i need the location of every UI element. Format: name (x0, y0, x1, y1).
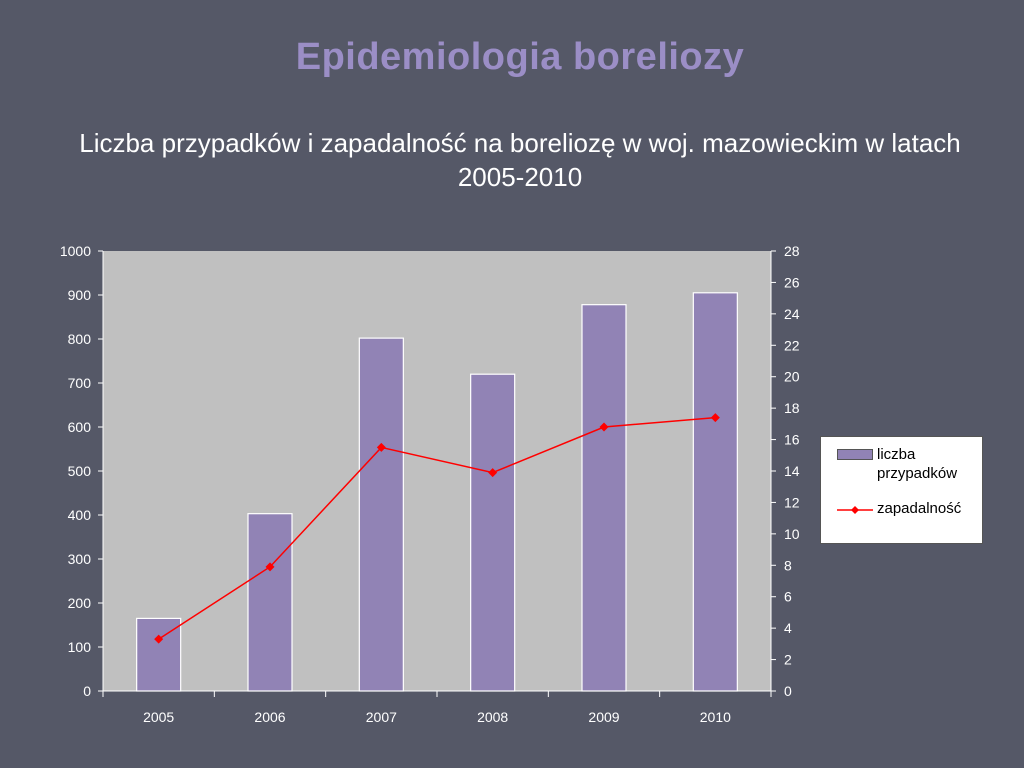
x-tick-label: 2007 (366, 709, 397, 725)
right-tick-label: 0 (784, 683, 792, 699)
right-tick-label: 18 (784, 400, 800, 416)
x-tick-label: 2006 (254, 709, 285, 725)
right-tick-label: 16 (784, 432, 800, 448)
legend-label-cases: liczba przypadków (877, 446, 958, 482)
bar-cases (358, 337, 404, 692)
x-tick-label: 2009 (588, 709, 619, 725)
slide-title: Epidemiologia boreliozy (295, 36, 745, 78)
incidence-point (154, 634, 164, 644)
right-tick-label: 8 (784, 557, 792, 573)
x-tick-label: 2010 (700, 709, 731, 725)
incidence-point (265, 562, 275, 572)
incidence-point (488, 468, 498, 478)
right-tick-label: 22 (784, 337, 800, 353)
left-tick-label: 800 (68, 331, 92, 347)
legend-line-swatch (837, 506, 873, 514)
right-tick-label: 28 (784, 243, 800, 259)
right-tick-label: 6 (784, 589, 792, 605)
bar-cases (692, 292, 738, 692)
bar-cases (581, 304, 627, 692)
left-tick-label: 700 (68, 375, 92, 391)
left-tick-label: 500 (68, 463, 92, 479)
left-tick-label: 900 (68, 287, 92, 303)
incidence-point (599, 422, 609, 432)
right-tick-label: 24 (784, 306, 800, 322)
right-tick-label: 4 (784, 620, 792, 636)
bar-cases (247, 513, 293, 692)
incidence-point (710, 413, 720, 423)
left-tick-label: 400 (68, 507, 92, 523)
right-tick-label: 12 (784, 494, 800, 510)
incidence-line (158, 416, 716, 640)
right-tick-label: 2 (784, 652, 792, 668)
left-tick-label: 300 (68, 551, 92, 567)
right-tick-label: 20 (784, 369, 800, 385)
legend-label-incidence: zapadalność (877, 500, 962, 517)
left-tick-label: 0 (83, 683, 91, 699)
x-tick-label: 2008 (477, 709, 508, 725)
left-tick-label: 600 (68, 419, 92, 435)
left-tick-label: 200 (68, 595, 92, 611)
plot-area (103, 251, 771, 691)
bar-cases (470, 373, 516, 692)
left-tick-label: 1000 (60, 243, 91, 259)
legend-bar-swatch (837, 449, 873, 460)
right-tick-label: 26 (784, 274, 800, 290)
x-tick-label: 2005 (143, 709, 174, 725)
slide-subtitle: Liczba przypadków i zapadalność na borel… (79, 128, 961, 192)
right-tick-label: 14 (784, 463, 800, 479)
left-tick-label: 100 (68, 639, 92, 655)
right-tick-label: 10 (784, 526, 800, 542)
incidence-point (376, 442, 386, 452)
chart-legend: liczba przypadków zapadalność (820, 436, 983, 544)
